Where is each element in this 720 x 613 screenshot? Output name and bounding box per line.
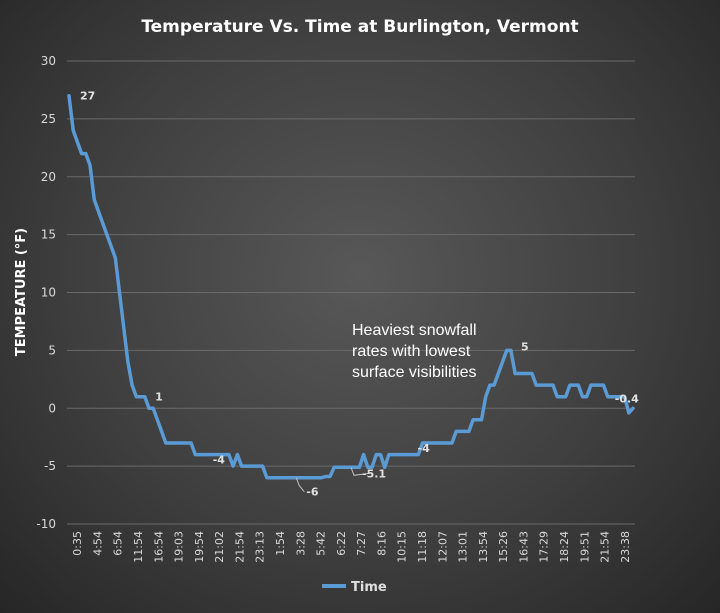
x-tick-label: 4:54 — [91, 531, 104, 556]
y-tick-label: 30 — [41, 54, 56, 68]
x-tick-label: 15:26 — [497, 531, 510, 563]
data-label: 27 — [80, 90, 95, 103]
x-tick-label: 19:51 — [578, 531, 591, 563]
x-tick-label: 21:54 — [599, 531, 612, 563]
data-label: -6 — [306, 486, 319, 499]
gridlines — [67, 60, 635, 525]
data-label-leader — [350, 467, 371, 476]
data-label: -4 — [418, 442, 431, 455]
legend-label-time: Time — [351, 580, 387, 595]
x-tick-label: 12:07 — [436, 531, 449, 563]
x-tick-label: 13:54 — [477, 531, 490, 563]
y-axis-label: TEMPEATURE (°F) — [14, 228, 29, 356]
x-axis-ticks: 0:35 4:54 6:54 11:54 16:54 19:03 19:54 21:02 21:… — [71, 531, 632, 563]
x-tick-label: 5:42 — [315, 531, 328, 556]
annotation-line: rates with lowest — [352, 343, 471, 360]
data-label: -5.1 — [362, 467, 386, 480]
series-line-time — [67, 93, 635, 480]
annotation-line: Heaviest snowfall — [352, 322, 477, 339]
data-labels: 27 1 -4 -6 -5.1 -4 5 -0.4 — [80, 90, 639, 499]
y-tick-label: 0 — [48, 401, 56, 415]
x-tick-label: 19:03 — [173, 531, 186, 563]
data-label: 5 — [521, 340, 529, 353]
data-label: -4 — [213, 454, 226, 467]
x-tick-label: 3:28 — [294, 531, 307, 556]
x-tick-label: 17:29 — [538, 531, 551, 563]
x-tick-label: 8:16 — [375, 531, 388, 556]
y-tick-label: 20 — [41, 170, 56, 184]
data-label-leader — [295, 477, 305, 493]
snowfall-annotation: Heaviest snowfall rates with lowest surfac… — [352, 322, 477, 381]
y-tick-label: 15 — [41, 228, 56, 242]
x-tick-label: 1:54 — [274, 531, 287, 556]
x-tick-label: 16:43 — [517, 531, 530, 563]
annotation-line: surface visibilities — [352, 364, 476, 381]
x-tick-label: 0:35 — [71, 531, 84, 556]
x-tick-label: 19:54 — [193, 531, 206, 563]
x-tick-label: 18:24 — [558, 531, 571, 563]
y-tick-label: -10 — [36, 517, 56, 531]
data-label: -0.4 — [615, 393, 639, 406]
x-tick-label: 23:13 — [254, 531, 267, 563]
y-tick-label: -5 — [44, 459, 56, 473]
x-tick-label: 13:01 — [457, 531, 470, 563]
chart-title: Temperature Vs. Time at Burlington, Verm… — [141, 17, 578, 37]
x-tick-label: 6:22 — [335, 531, 348, 556]
y-tick-label: 5 — [48, 343, 56, 357]
y-tick-label: 25 — [41, 112, 56, 126]
x-tick-label: 10:15 — [396, 531, 409, 563]
x-tick-label: 6:54 — [112, 531, 125, 556]
x-tick-label: 21:02 — [213, 531, 226, 563]
legend: Time — [322, 580, 387, 595]
x-tick-label: 11:54 — [132, 531, 145, 563]
x-tick-label: 21:54 — [233, 531, 246, 563]
x-tick-label: 11:18 — [416, 531, 429, 563]
y-axis-ticks: -10 -5 0 5 10 15 20 25 30 — [36, 54, 56, 531]
data-label: 1 — [155, 390, 163, 403]
y-tick-label: 10 — [41, 286, 56, 300]
x-tick-label: 16:54 — [152, 531, 165, 563]
x-tick-label: 7:27 — [355, 531, 368, 556]
x-tick-label: 23:38 — [619, 531, 632, 563]
